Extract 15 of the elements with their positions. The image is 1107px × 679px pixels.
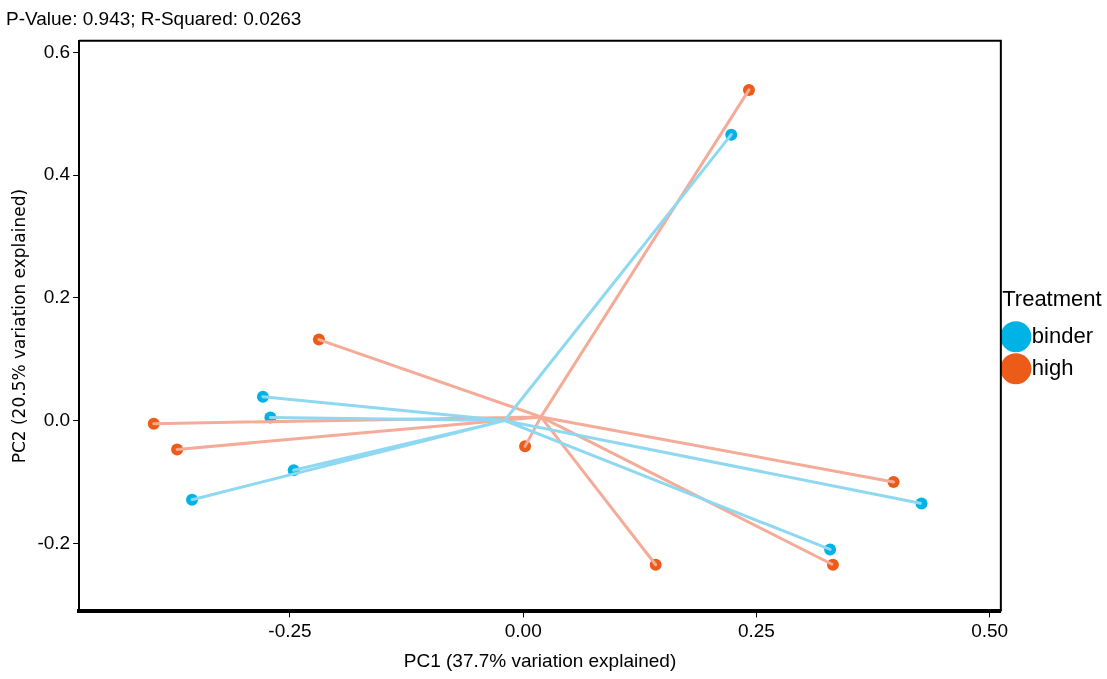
y-axis-title: PC2 (20.5% variation explained): [8, 188, 29, 464]
y-tick-label: 0.6: [43, 40, 71, 62]
chart-title: P-Value: 0.943; R-Squared: 0.0263: [6, 7, 302, 29]
x-axis-title: PC1 (37.7% variation explained): [403, 649, 677, 671]
x-tick-label: 0.25: [737, 620, 775, 642]
x-tick-label: -0.25: [268, 620, 312, 642]
y-tick-label: -0.2: [37, 531, 71, 553]
x-tick-label: 0.00: [504, 620, 542, 642]
legend-title: Treatment: [1002, 286, 1102, 312]
y-tick-label: 0.0: [43, 408, 71, 430]
legend-label: high: [1031, 354, 1074, 380]
x-tick-label: 0.50: [971, 620, 1009, 642]
legend-label: binder: [1031, 322, 1093, 348]
y-tick-label: 0.2: [43, 286, 71, 308]
y-tick-label: 0.4: [43, 163, 71, 185]
